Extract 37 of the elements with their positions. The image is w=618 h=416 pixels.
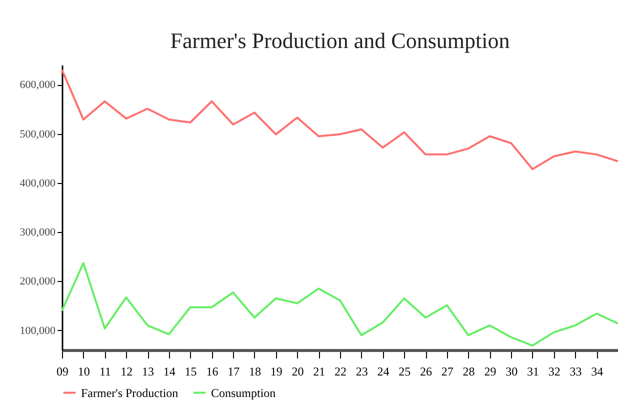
x-tick-label: 09: [56, 364, 68, 378]
x-tick-label: 31: [526, 364, 539, 378]
y-tick-label: 200,000: [20, 276, 56, 288]
x-tick-label: 17: [228, 364, 240, 378]
x-tick-label: 10: [78, 364, 90, 378]
x-tick-label: 19: [270, 364, 282, 378]
y-tick-label: 400,000: [20, 177, 56, 190]
legend-label: Consumption: [211, 386, 276, 400]
x-tick-label: 33: [570, 364, 582, 378]
legend-label: Farmer's Production: [81, 386, 178, 400]
x-tick-label: 15: [184, 364, 197, 378]
x-tick-label: 14: [163, 364, 176, 378]
x-tick-label: 29: [484, 364, 496, 378]
x-tick-label: 28: [462, 364, 475, 378]
x-tick-label: 22: [334, 364, 346, 378]
y-tick-label: 300,000: [20, 226, 56, 239]
x-tick-label: 24: [377, 364, 390, 378]
y-tick-label: 500,000: [20, 128, 56, 140]
x-tick-label: 27: [441, 364, 454, 378]
y-tick-label: 100,000: [20, 324, 56, 337]
line-series: [61, 68, 618, 170]
x-tick-label: 16: [206, 364, 218, 378]
x-tick-label: 23: [356, 364, 368, 378]
x-tick-label: 34: [591, 364, 604, 378]
x-tick-label: 12: [120, 364, 133, 378]
x-tick-label: 13: [142, 364, 154, 378]
x-tick-label: 18: [248, 364, 261, 378]
line-series: [61, 262, 618, 347]
x-tick-label: 30: [506, 364, 518, 378]
y-tick-label: 600,000: [20, 79, 56, 92]
x-tick-label: 26: [420, 364, 432, 378]
x-tick-label: 32: [548, 364, 560, 378]
chart-title: Farmer's Production and Consumption: [170, 28, 510, 53]
x-tick-label: 25: [398, 364, 411, 378]
x-tick-label: 11: [99, 364, 112, 378]
x-tick-label: 20: [292, 364, 304, 378]
x-tick-label: 21: [313, 364, 326, 378]
